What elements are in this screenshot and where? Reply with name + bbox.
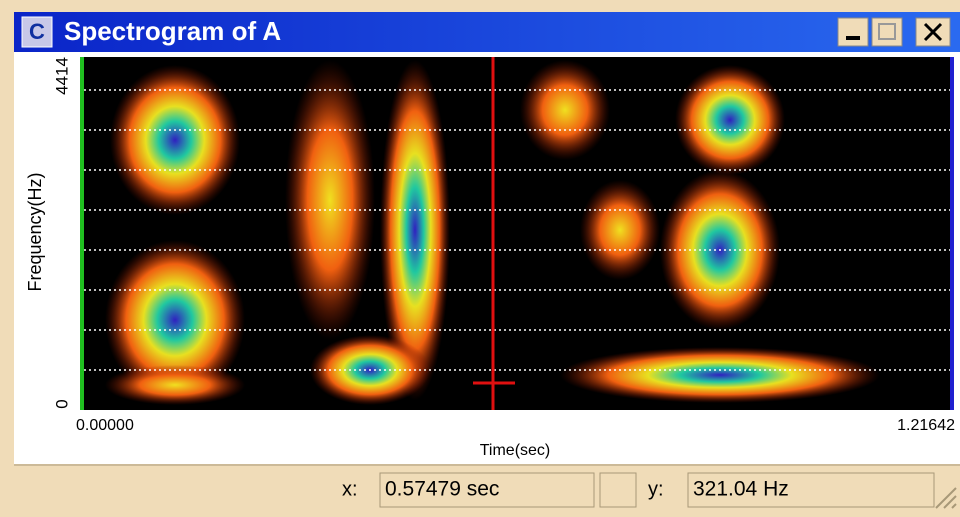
minimize-glyph bbox=[846, 36, 860, 40]
minimize-button[interactable] bbox=[838, 18, 868, 46]
status-y-label: y: bbox=[648, 478, 664, 500]
right-edge bbox=[950, 57, 954, 410]
window-buttons bbox=[838, 18, 950, 46]
window: C Spectrogram of A Frequency(Hz) 4414 0 … bbox=[0, 0, 960, 512]
status-empty-box bbox=[600, 473, 636, 507]
y-top-label: 4414 bbox=[52, 57, 71, 95]
status-y-value: 321.04 Hz bbox=[693, 478, 789, 501]
page: C Spectrogram of A Frequency(Hz) 4414 0 … bbox=[0, 0, 960, 512]
window-title: Spectrogram of A bbox=[64, 16, 281, 46]
status-x-value: 0.57479 sec bbox=[385, 478, 499, 501]
y-axis-label: Frequency(Hz) bbox=[25, 172, 45, 291]
icon-letter: C bbox=[29, 19, 45, 44]
x-right-label: 1.21642 bbox=[897, 417, 955, 434]
left-edge bbox=[80, 57, 84, 410]
x-axis-label: Time(sec) bbox=[480, 442, 551, 459]
y-bottom-label: 0 bbox=[52, 399, 71, 408]
maximize-button[interactable] bbox=[872, 18, 902, 46]
x-left-label: 0.00000 bbox=[76, 417, 134, 434]
status-x-label: x: bbox=[342, 478, 358, 500]
